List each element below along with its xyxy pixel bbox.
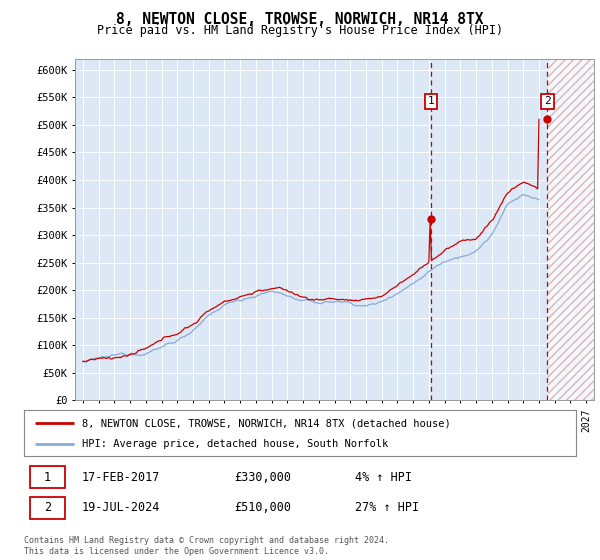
Text: 19-JUL-2024: 19-JUL-2024 <box>82 501 160 515</box>
Text: Contains HM Land Registry data © Crown copyright and database right 2024.
This d: Contains HM Land Registry data © Crown c… <box>24 536 389 556</box>
Text: 4% ↑ HPI: 4% ↑ HPI <box>355 470 412 483</box>
Text: 1: 1 <box>44 470 51 483</box>
Text: 2: 2 <box>544 96 551 106</box>
Text: 8, NEWTON CLOSE, TROWSE, NORWICH, NR14 8TX (detached house): 8, NEWTON CLOSE, TROWSE, NORWICH, NR14 8… <box>82 418 451 428</box>
Text: HPI: Average price, detached house, South Norfolk: HPI: Average price, detached house, Sout… <box>82 440 388 450</box>
Text: £510,000: £510,000 <box>234 501 291 515</box>
Text: 2: 2 <box>44 501 51 515</box>
Text: Price paid vs. HM Land Registry's House Price Index (HPI): Price paid vs. HM Land Registry's House … <box>97 24 503 36</box>
Text: 1: 1 <box>427 96 434 106</box>
Text: 27% ↑ HPI: 27% ↑ HPI <box>355 501 419 515</box>
FancyBboxPatch shape <box>29 466 65 488</box>
Text: £330,000: £330,000 <box>234 470 291 483</box>
Text: 17-FEB-2017: 17-FEB-2017 <box>82 470 160 483</box>
Text: 8, NEWTON CLOSE, TROWSE, NORWICH, NR14 8TX: 8, NEWTON CLOSE, TROWSE, NORWICH, NR14 8… <box>116 12 484 27</box>
FancyBboxPatch shape <box>29 497 65 519</box>
